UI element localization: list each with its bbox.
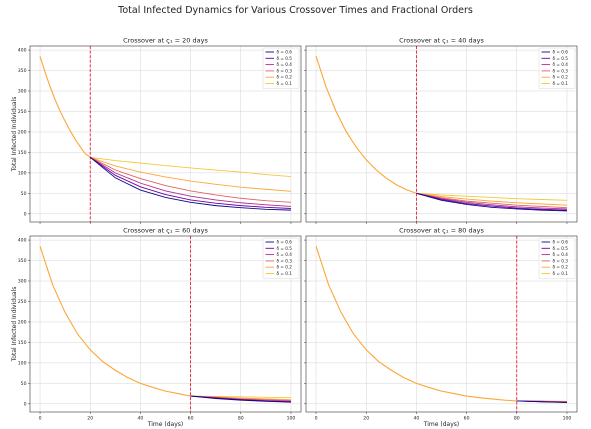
x-tick-label: 100 bbox=[563, 416, 572, 422]
x-axis-label: Time (days) bbox=[147, 421, 183, 428]
y-tick-label: 350 bbox=[18, 258, 27, 264]
series-line-6 bbox=[416, 192, 567, 201]
initial-curve bbox=[39, 56, 91, 158]
y-tick-label: 0 bbox=[24, 401, 27, 407]
legend-label: δ = 0.1 bbox=[277, 271, 293, 276]
x-axis-label: Time (days) bbox=[423, 421, 459, 428]
plot-area bbox=[306, 236, 577, 412]
legend-label: δ = 0.3 bbox=[553, 258, 569, 263]
legend-label: δ = 0.2 bbox=[277, 75, 293, 80]
legend-label: δ = 0.2 bbox=[277, 265, 293, 270]
legend: δ = 0.6δ = 0.5δ = 0.4δ = 0.3 δ = 0.2δ = 0… bbox=[262, 237, 300, 279]
x-tick-label: 0 bbox=[315, 416, 318, 422]
panel-title: Crossover at ς₁ = 40 days bbox=[399, 37, 484, 45]
legend-label: δ = 0.1 bbox=[553, 271, 569, 276]
axes-frame bbox=[29, 45, 302, 223]
legend: δ = 0.6δ = 0.5δ = 0.4δ = 0.3 δ = 0.2δ = 0… bbox=[538, 237, 576, 279]
y-tick-label: 250 bbox=[18, 299, 27, 305]
y-tick-label: 50 bbox=[21, 191, 27, 197]
panel-title: Crossover at ς₁ = 20 days bbox=[123, 37, 208, 45]
x-tick-label: 100 bbox=[287, 416, 296, 422]
legend-label: δ = 0.3 bbox=[277, 68, 293, 73]
panel-title: Crossover at ς₁ = 60 days bbox=[123, 227, 208, 235]
legend-label: δ = 0.2 bbox=[553, 265, 569, 270]
series-line-5 bbox=[90, 156, 291, 192]
x-tick-label: 40 bbox=[413, 416, 419, 422]
x-tick-label: 0 bbox=[39, 416, 42, 422]
legend-label: δ = 0.4 bbox=[553, 62, 569, 67]
y-tick-label: 100 bbox=[18, 360, 27, 366]
plot-area bbox=[30, 46, 301, 222]
initial-curve bbox=[39, 246, 191, 397]
y-tick-label: 300 bbox=[18, 89, 27, 95]
series-line-2 bbox=[416, 192, 567, 211]
y-tick-label: 300 bbox=[18, 279, 27, 285]
figure-title: Total Infected Dynamics for Various Cros… bbox=[117, 5, 473, 16]
y-tick-label: 0 bbox=[24, 211, 27, 217]
legend-label: δ = 0.5 bbox=[277, 56, 293, 61]
legend-label: δ = 0.2 bbox=[553, 75, 569, 80]
x-tick-label: 80 bbox=[514, 416, 520, 422]
x-tick-label: 40 bbox=[137, 416, 143, 422]
series-line-4 bbox=[416, 192, 567, 209]
legend: δ = 0.6δ = 0.5δ = 0.4δ = 0.3 δ = 0.2δ = 0… bbox=[538, 47, 576, 89]
panel-title: Crossover at ς₁ = 80 days bbox=[399, 227, 484, 235]
y-tick-label: 350 bbox=[18, 68, 27, 74]
initial-curve bbox=[315, 246, 517, 402]
legend-label: δ = 0.4 bbox=[277, 62, 293, 67]
legend-label: δ = 0.6 bbox=[277, 50, 293, 55]
series-line-4 bbox=[90, 156, 291, 203]
panel-bottom-right: 0 20 40 60 80 100 Crossover at ς₁ = 80 days Tim… bbox=[304, 227, 578, 428]
legend-label: δ = 0.5 bbox=[553, 246, 569, 251]
legend-label: δ = 0.6 bbox=[553, 50, 569, 55]
y-tick-label: 100 bbox=[18, 170, 27, 176]
y-tick-label: 50 bbox=[21, 381, 27, 387]
legend-label: δ = 0.4 bbox=[553, 252, 569, 257]
legend: δ = 0.6δ = 0.5δ = 0.4δ = 0.3 δ = 0.2δ = 0… bbox=[262, 47, 300, 89]
legend-label: δ = 0.3 bbox=[277, 258, 293, 263]
series-line-5 bbox=[416, 192, 567, 206]
y-tick-label: 400 bbox=[18, 238, 27, 244]
axes-frame bbox=[305, 45, 578, 223]
x-tick-label: 20 bbox=[363, 416, 369, 422]
legend-label: δ = 0.5 bbox=[553, 56, 569, 61]
legend-label: δ = 0.1 bbox=[553, 81, 569, 86]
x-tick-label: 80 bbox=[238, 416, 244, 422]
series-line-3 bbox=[416, 192, 567, 210]
initial-curve bbox=[315, 56, 417, 194]
series-line-1 bbox=[89, 156, 291, 211]
y-axis-label: Total Infected Individuals bbox=[11, 287, 18, 363]
x-tick-label: 60 bbox=[188, 416, 194, 422]
legend-label: δ = 0.6 bbox=[553, 240, 569, 245]
y-tick-label: 200 bbox=[18, 130, 27, 136]
series-line-6 bbox=[90, 156, 291, 178]
legend-label: δ = 0.5 bbox=[277, 246, 293, 251]
series-line-1 bbox=[516, 400, 567, 404]
series-line-3 bbox=[89, 156, 291, 207]
y-tick-label: 400 bbox=[18, 48, 27, 54]
series-line-1 bbox=[190, 395, 291, 403]
x-tick-label: 60 bbox=[464, 416, 470, 422]
plot-area bbox=[306, 46, 577, 222]
series-line-1 bbox=[416, 192, 567, 212]
y-tick-label: 250 bbox=[18, 109, 27, 115]
x-tick-label: 20 bbox=[87, 416, 93, 422]
panel-top-left: 0 50 100 150 200 250 300 350 400 Crossover at ς₁ … bbox=[11, 37, 302, 224]
y-tick-label: 200 bbox=[18, 320, 27, 326]
axes-frame bbox=[29, 235, 302, 413]
y-axis-label: Total Infected Individuals bbox=[11, 97, 18, 173]
panel-bottom-left: 0 20 40 60 80 100 0 50 100 150 200 250 300 350 400 Cros… bbox=[11, 227, 302, 428]
series-line-2 bbox=[89, 156, 291, 209]
plot-area bbox=[30, 236, 301, 412]
legend-label: δ = 0.3 bbox=[553, 68, 569, 73]
y-tick-label: 150 bbox=[18, 150, 27, 156]
y-tick-label: 150 bbox=[18, 340, 27, 346]
legend-label: δ = 0.1 bbox=[277, 81, 293, 86]
axes-frame bbox=[305, 235, 578, 413]
legend-label: δ = 0.6 bbox=[277, 240, 293, 245]
legend-label: δ = 0.4 bbox=[277, 252, 293, 257]
